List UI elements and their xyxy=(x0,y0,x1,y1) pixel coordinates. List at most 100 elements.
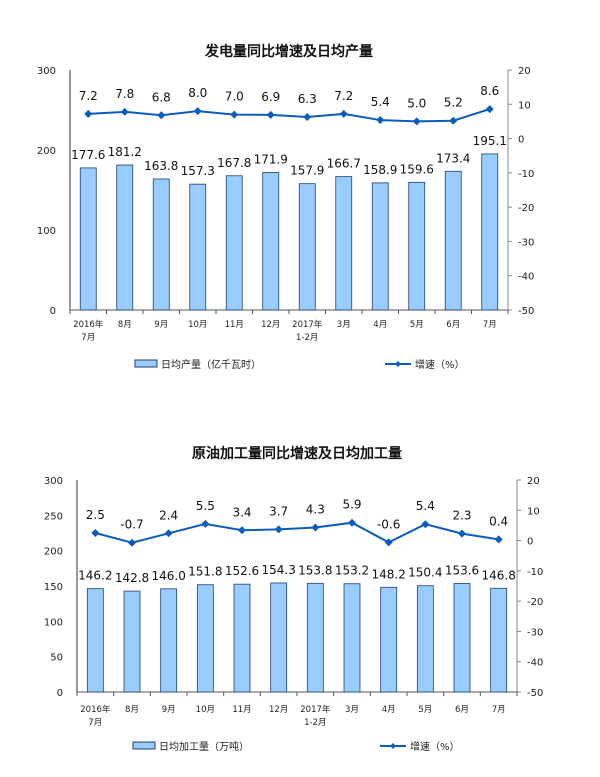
bar xyxy=(152,178,170,311)
line-value-label: 5.2 xyxy=(444,96,463,110)
line-value-label: 2.5 xyxy=(86,508,105,522)
line-value-label: 3.4 xyxy=(232,505,251,519)
bar-value-label: 148.2 xyxy=(371,567,405,581)
bar-value-label: 181.2 xyxy=(108,145,142,159)
left-tick-label: 250 xyxy=(44,511,63,522)
line-value-label: 0.4 xyxy=(489,514,508,528)
chart-2: 原油加工量同比增速及日均加工量050100150200250300-50-40-… xyxy=(44,445,543,753)
legend-bar-swatch xyxy=(134,359,158,368)
line-point xyxy=(449,116,458,125)
category-label: 2017年 xyxy=(292,319,323,330)
line-value-label: 2.3 xyxy=(452,509,471,523)
bar-value-label: 195.1 xyxy=(473,134,507,148)
bar-value-label: 171.9 xyxy=(254,152,288,166)
line-point xyxy=(230,110,239,119)
left-tick-label: 100 xyxy=(37,226,56,237)
right-tick-label: -50 xyxy=(527,688,543,699)
left-tick-label: 0 xyxy=(50,306,56,317)
line-point xyxy=(303,112,312,121)
line-value-label: 7.8 xyxy=(115,87,134,101)
legend-bar-label: 日均加工量（万吨） xyxy=(159,740,249,753)
bar xyxy=(343,583,361,693)
right-tick-label: 0 xyxy=(527,537,533,548)
line-value-label: -0.6 xyxy=(377,517,400,531)
category-label: 4月 xyxy=(382,705,396,715)
category-label: 10月 xyxy=(196,705,215,715)
line-point xyxy=(348,518,356,527)
category-label: 11月 xyxy=(225,320,244,330)
line-point xyxy=(311,523,320,532)
bar xyxy=(196,584,214,693)
category-label: 12月 xyxy=(261,320,280,330)
line-point xyxy=(84,109,93,118)
bar xyxy=(371,182,389,311)
bar-value-label: 166.7 xyxy=(327,157,361,171)
left-tick-label: 50 xyxy=(50,653,63,664)
category-label: 10月 xyxy=(188,320,207,330)
line-value-label: 7.2 xyxy=(334,89,353,103)
category-label: 5月 xyxy=(418,705,432,715)
bar xyxy=(490,587,508,693)
line-point xyxy=(128,538,136,547)
bar xyxy=(225,175,243,311)
left-tick-label: 300 xyxy=(44,476,63,487)
line-value-label: 8.6 xyxy=(480,84,499,98)
line-value-label: 3.7 xyxy=(269,504,288,518)
right-tick-label: -10 xyxy=(518,169,534,180)
line-value-label: 5.4 xyxy=(416,499,435,513)
category-label: 12月 xyxy=(269,705,288,715)
bar-value-label: 157.9 xyxy=(290,164,324,178)
right-tick-label: -40 xyxy=(527,658,543,669)
bar-value-label: 157.3 xyxy=(181,164,215,178)
left-tick-label: 200 xyxy=(44,547,63,558)
left-tick-label: 0 xyxy=(57,688,63,699)
bar xyxy=(270,582,288,693)
line-value-label: 7.2 xyxy=(79,89,98,103)
bar xyxy=(233,583,251,693)
bar-value-label: 154.3 xyxy=(261,563,295,577)
bar-value-label: 150.4 xyxy=(408,566,442,580)
line-point xyxy=(238,526,246,535)
bar xyxy=(123,590,141,693)
line-point xyxy=(274,525,283,534)
line-point xyxy=(485,105,494,114)
bar xyxy=(335,176,353,311)
line-value-label: 5.4 xyxy=(371,95,390,109)
category-label: 8月 xyxy=(125,705,139,715)
bar-value-label: 159.6 xyxy=(400,162,434,176)
line-point xyxy=(164,529,173,538)
line-value-label: 4.3 xyxy=(306,503,325,517)
bar-value-label: 151.8 xyxy=(188,565,222,579)
left-tick-label: 100 xyxy=(44,617,63,628)
right-tick-label: 0 xyxy=(518,135,524,146)
bar xyxy=(189,183,207,311)
category-label: 2016年 xyxy=(80,704,111,715)
bar-value-label: 153.6 xyxy=(445,563,479,577)
category-label: 7月 xyxy=(492,705,506,715)
bar-value-label: 153.2 xyxy=(335,564,369,578)
right-tick-label: 20 xyxy=(527,476,540,487)
category-label: 1-2月 xyxy=(296,333,318,343)
category-label: 7月 xyxy=(81,333,95,343)
line-value-label: 6.8 xyxy=(152,90,171,104)
category-label: 5月 xyxy=(410,320,424,330)
line-point xyxy=(376,116,385,125)
bar-value-label: 146.2 xyxy=(78,569,112,583)
legend-line-label: 增速（%） xyxy=(410,740,460,753)
bar-value-label: 153.8 xyxy=(298,563,332,577)
line-value-label: 6.9 xyxy=(261,90,280,104)
category-label: 1-2月 xyxy=(304,718,326,728)
line-point xyxy=(458,529,466,538)
bar xyxy=(408,181,426,311)
category-label: 7月 xyxy=(88,718,102,728)
growth-line xyxy=(88,108,491,123)
category-label: 11月 xyxy=(232,705,251,715)
right-tick-label: -30 xyxy=(518,237,534,248)
line-point xyxy=(412,117,421,126)
bar-value-label: 167.8 xyxy=(217,156,251,170)
category-label: 3月 xyxy=(345,705,359,715)
legend-bar-label: 日均产量（亿千瓦时） xyxy=(161,358,261,371)
line-value-label: 5.0 xyxy=(407,96,426,110)
line-value-label: 5.5 xyxy=(196,499,215,513)
